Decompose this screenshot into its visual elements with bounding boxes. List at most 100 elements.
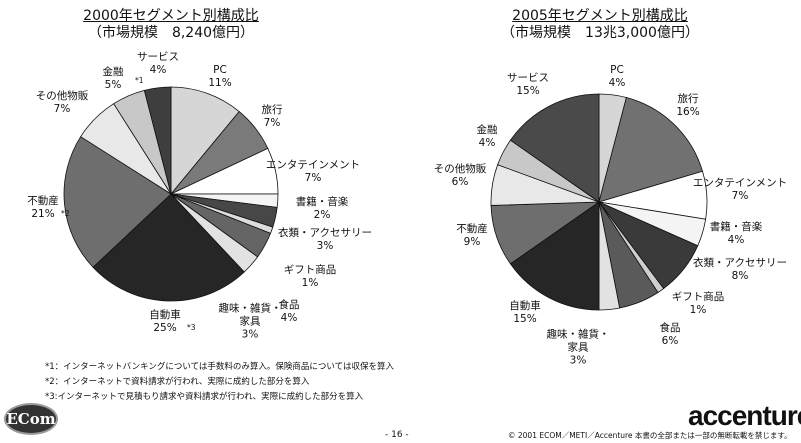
slice-value: 7% [731, 190, 749, 202]
slice-value: 4% [608, 77, 626, 89]
slice-category: 自動車 [509, 300, 541, 312]
slice-category: 不動産 [27, 195, 59, 207]
slice-label: ギフト商品 1% [672, 291, 725, 317]
slice-label: 不動産 9% [456, 223, 488, 249]
slice-label: 旅行 16% [676, 93, 699, 119]
slice-label: 金融 5% [103, 66, 124, 92]
ecom-logo: ECom [4, 403, 58, 435]
slice-value: 3% [241, 328, 259, 341]
slice-category: 不動産 [456, 223, 488, 235]
slice-category: PC [213, 64, 227, 76]
slice-category: 書籍・音楽 [295, 196, 349, 208]
slice-label: 旅行 7% [262, 104, 283, 130]
slice-value: 4% [727, 234, 745, 246]
slice-category: 食品 [659, 322, 681, 334]
slice-value: 21% [31, 208, 55, 220]
slice-label: PC 11% [208, 64, 231, 90]
slice-label: PC 4% [609, 64, 626, 90]
slice-value: 15% [513, 313, 537, 325]
slice-label: ギフト商品 1% [284, 264, 337, 290]
slice-label: 自動車 15% [509, 300, 541, 326]
slice-label: 衣類・アクセサリー 8% [693, 257, 787, 283]
slice-value: 25% [153, 322, 177, 334]
pie-slice-1-12 [509, 93, 600, 203]
slice-value: 4% [280, 312, 298, 324]
page-number: - 16 - [385, 430, 409, 440]
slice-category: エンタテインメント [692, 177, 788, 189]
slice-category: 旅行 [677, 93, 699, 105]
slice-label: その他物販 6% [434, 163, 487, 189]
slice-value: 8% [731, 270, 749, 282]
pie-slice-0-0 [170, 86, 240, 196]
slice-category: 旅行 [261, 104, 283, 116]
slice-label: 自動車 25% [149, 309, 181, 335]
slice-label: サービス 15% [507, 72, 549, 98]
slice-label: 趣味・雑貨・ 家具 3% [219, 303, 282, 342]
slice-category: エンタテインメント [265, 159, 361, 171]
slice-value: 6% [451, 176, 469, 188]
slice-label: 食品 4% [279, 299, 300, 325]
pie-slice-0-12 [143, 86, 172, 195]
slice-label: 不動産 21% [27, 195, 59, 221]
chart-subtitle-2000: （市場規模 8,240億円） [87, 25, 255, 41]
slice-category: サービス [507, 72, 549, 84]
footnote-marker: *3 [187, 323, 196, 332]
slice-category: 衣類・アクセサリー [693, 257, 787, 269]
slice-value: 6% [661, 335, 679, 347]
slice-value: 7% [53, 103, 71, 115]
slice-label: 金融 4% [477, 124, 498, 150]
slice-value: 7% [304, 172, 322, 184]
slice-value: 1% [689, 304, 707, 316]
slice-category: 金融 [476, 124, 498, 136]
pie-slice-1-8 [509, 201, 600, 311]
chart-title-2000: 2000年セグメント別構成比 [83, 8, 259, 24]
slice-category: 趣味・雑貨・ [546, 328, 610, 341]
slice-value: 9% [463, 236, 481, 248]
pie-slice-0-8 [92, 193, 245, 302]
slice-label: 食品 6% [660, 322, 681, 348]
slice-category: 書籍・音楽 [709, 221, 763, 233]
chart-subtitle-2005: （市場規模 13兆3,000億円） [501, 25, 699, 41]
slice-category: その他物販 [35, 90, 89, 102]
footnote-marker: *1 [135, 76, 144, 85]
slice-label: エンタテインメント 7% [266, 159, 360, 185]
slice-category: 金融 [102, 66, 124, 78]
copyright: © 2001 ECOM／METI／Accenture 本書の全部または一部の無断… [508, 431, 792, 440]
slice-label: 衣類・アクセサリー 3% [278, 227, 372, 253]
slice-category: 家具 [239, 315, 261, 328]
slice-value: 1% [301, 277, 319, 289]
slice-category: 自動車 [149, 309, 181, 321]
footnote-3: *3:インターネットで見積もり請求や資料請求が行われ、実際に成約した部分を算入 [45, 392, 364, 402]
footnote-2: *2：インターネットで資料請求が行われ、実際に成約した部分を算入 [45, 377, 310, 387]
slice-category: 家具 [567, 341, 589, 354]
slice-value: 3% [569, 354, 587, 367]
footnote-1: *1：インターネットバンキングについては手数料のみ算入。保険商品については収保を… [45, 362, 394, 372]
slice-category: PC [610, 64, 624, 76]
pie-slice-1-1 [598, 97, 704, 203]
slice-value: 15% [516, 85, 540, 97]
slice-label: エンタテインメント 7% [693, 177, 787, 203]
pie-slice-0-9 [63, 136, 172, 268]
slice-category: 衣類・アクセサリー [278, 227, 372, 239]
slice-value: 5% [104, 79, 122, 91]
slice-value: 16% [676, 106, 700, 118]
chart-title-2005: 2005年セグメント別構成比 [512, 8, 688, 24]
slice-value: 4% [149, 64, 167, 76]
slice-value: 3% [316, 240, 334, 252]
slice-value: 4% [478, 137, 496, 149]
slice-label: 趣味・雑貨・ 家具 3% [547, 329, 610, 368]
slice-category: サービス [137, 51, 179, 63]
slice-category: 食品 [278, 299, 300, 311]
slice-label: 書籍・音楽 2% [296, 196, 349, 222]
accenture-logo: accenture [688, 400, 801, 431]
slice-label: その他物販 7% [36, 90, 89, 116]
slice-value: 7% [263, 117, 281, 129]
slice-label: 書籍・音楽 4% [710, 221, 763, 247]
slice-category: 趣味・雑貨・ [218, 302, 282, 315]
slice-value: 2% [313, 209, 331, 221]
footnote-marker: *2 [61, 209, 70, 218]
slice-category: ギフト商品 [283, 264, 337, 276]
slice-category: ギフト商品 [671, 291, 725, 303]
